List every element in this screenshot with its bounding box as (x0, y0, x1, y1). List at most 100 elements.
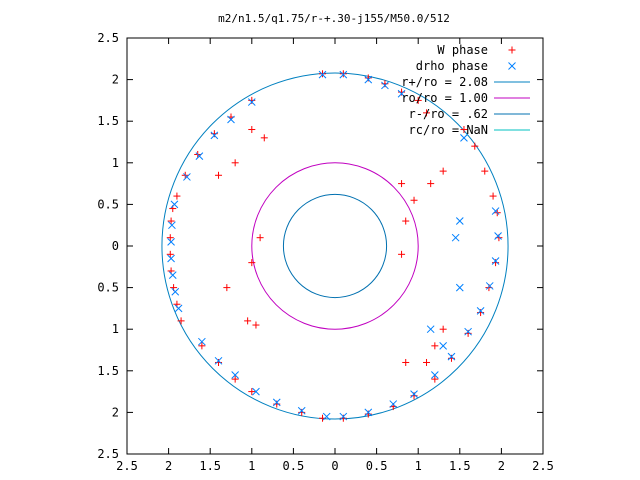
x-tick-label: 2 (498, 459, 505, 473)
w-phase-point (464, 329, 472, 337)
drho-phase-point (170, 200, 179, 209)
w-phase-point (431, 342, 439, 350)
drho-phase-point (167, 254, 175, 263)
y-tick-label: 0.5 (97, 197, 119, 211)
drho-phase-point (364, 408, 373, 417)
drho-phase-point (389, 400, 398, 408)
legend-label: r+/ro = 2.08 (401, 75, 488, 89)
w-phase-point (167, 217, 175, 225)
w-phase-point (173, 192, 181, 200)
x-tick-label: 1.5 (449, 459, 471, 473)
drho-phase-point (476, 307, 485, 315)
reference-circle (251, 162, 419, 330)
drho-phase-point (339, 70, 348, 79)
drho-phase-point (410, 390, 418, 398)
drho-phase-point (195, 152, 204, 160)
w-phase-point (231, 375, 239, 383)
w-phase-point (508, 46, 516, 54)
x-tick-label: 2.5 (116, 459, 138, 473)
drho-phase-point (460, 133, 468, 142)
w-phase-point (231, 159, 239, 167)
legend-label: W phase (437, 43, 488, 57)
w-phase-point (439, 325, 447, 333)
w-phase-point (166, 250, 174, 258)
y-tick-label: 2 (112, 405, 119, 419)
w-phase-point (319, 70, 327, 78)
w-phase-point (215, 358, 223, 366)
reference-circle (282, 193, 388, 299)
drho-phase-point (167, 237, 175, 246)
drho-phase-point (297, 406, 306, 415)
axis-ticks: 2.5 2 1.5 1 0.5 0 0.5 1 1.5 2 2.52.521.510.500.511… (97, 31, 554, 473)
drho-phase-point (447, 352, 456, 361)
x-tick-label: 1 (415, 459, 422, 473)
drho-phase-point (198, 337, 206, 346)
w-phase-point (492, 259, 500, 267)
x-tick-label: 2.5 (532, 459, 554, 473)
w-phase-point (410, 196, 418, 204)
w-phase-point (402, 358, 410, 366)
x-tick-label: 0.5 (283, 459, 305, 473)
w-phase-point (402, 217, 410, 225)
w-phase-point (256, 234, 264, 242)
w-phase-point (439, 167, 447, 175)
x-tick-label: 1.5 (199, 459, 221, 473)
reference-circle (161, 72, 509, 420)
drho-phase-point (171, 287, 180, 296)
x-tick-label: 2 (165, 459, 172, 473)
w-phase-point (460, 126, 468, 134)
w-phase-point (252, 321, 260, 329)
drho-phase-point (464, 327, 472, 336)
drho-phase-point (247, 98, 256, 106)
data-points (166, 70, 503, 422)
w-phase-point (223, 284, 231, 292)
drho-phase-point (451, 233, 460, 242)
drho-phase-point (485, 282, 494, 290)
legend: W phase drho phase r+/ro = 2.08 ro/ro = 1.0… (401, 43, 530, 137)
drho-phase-point (381, 81, 389, 90)
w-phase-point (423, 358, 431, 366)
drho-phase-point (252, 387, 260, 396)
drho-phase-point (318, 70, 327, 79)
w-phase-point (339, 70, 347, 78)
legend-label: r-/ro = .62 (409, 107, 488, 121)
drho-phase-point (439, 341, 448, 350)
w-phase-point (471, 142, 479, 150)
w-phase-point (447, 354, 455, 362)
drho-phase-point (494, 232, 502, 240)
y-tick-label: 2 (112, 73, 119, 87)
drho-phase-point (430, 371, 439, 379)
drho-phase-point (168, 271, 177, 279)
drho-phase-point (168, 221, 176, 230)
w-phase-point (481, 167, 489, 175)
w-phase-point (423, 109, 431, 117)
y-tick-label: 1.5 (97, 114, 119, 128)
drho-phase-point (272, 398, 281, 407)
w-phase-point (489, 192, 497, 200)
reference-circles (161, 72, 509, 420)
w-phase-point (166, 234, 174, 242)
drho-phase-point (322, 412, 331, 421)
w-phase-point (248, 126, 256, 134)
w-phase-point (248, 388, 256, 396)
x-tick-label: 0.5 (366, 459, 388, 473)
w-phase-point (398, 180, 406, 188)
drho-phase-point (231, 371, 240, 379)
drho-phase-point (227, 115, 235, 124)
drho-phase-point (491, 257, 500, 265)
y-tick-label: 2.5 (97, 31, 119, 45)
w-phase-point (427, 180, 435, 188)
chart-title: m2/n1.5/q1.75/r-+.30-j155/M50.0/512 (218, 12, 450, 25)
w-phase-point (248, 96, 256, 104)
drho-phase-point (210, 131, 219, 140)
drho-phase-point (455, 217, 464, 225)
w-phase-point (477, 309, 485, 317)
w-phase-point (210, 130, 218, 138)
x-tick-label: 0 (331, 459, 338, 473)
drho-phase-point (214, 356, 223, 365)
drho-phase-point (183, 173, 191, 181)
drho-phase-point (491, 207, 500, 215)
drho-phase-point (397, 89, 406, 98)
w-phase-point (215, 171, 223, 179)
